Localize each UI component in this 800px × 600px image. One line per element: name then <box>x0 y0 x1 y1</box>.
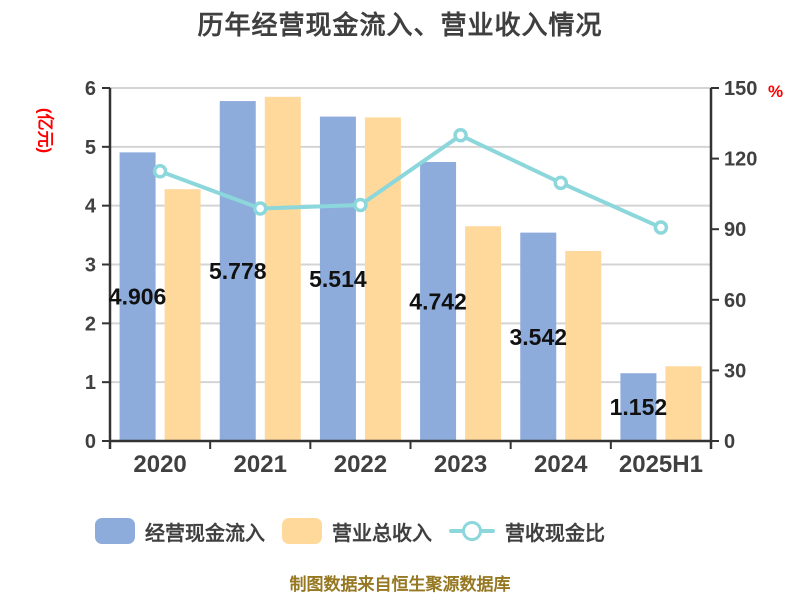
bar-value-label-2024: 3.542 <box>509 324 567 350</box>
bar-value-label-2023: 4.742 <box>409 289 467 315</box>
ratio-marker-2024 <box>553 175 568 191</box>
right-tick-label: 30 <box>724 360 746 382</box>
x-category-label-2021: 2021 <box>234 451 287 478</box>
legend-label: 营业总收入 <box>332 522 432 545</box>
ratio-marker-2022 <box>353 197 368 213</box>
left-tick-label: 2 <box>85 313 96 335</box>
legend-line-marker-icon <box>449 521 495 541</box>
bar-total-revenue-2025H1 <box>665 366 702 441</box>
legend-swatch-cash-icon <box>95 518 135 544</box>
bar-value-label-2025H1: 1.152 <box>610 394 668 420</box>
data-source-note: 制图数据来自恒生聚源数据库 <box>289 575 511 594</box>
right-tick-label: 60 <box>724 290 746 312</box>
left-tick-label: 4 <box>85 196 97 218</box>
legend-label: 营收现金比 <box>505 522 605 545</box>
right-tick-label: 0 <box>724 431 735 453</box>
chart-legend: 经营现金流入 营业总收入 营收现金比 <box>0 514 700 548</box>
legend-swatch-revenue-icon <box>282 518 322 544</box>
bar-operating-cash-2025H1 <box>620 373 657 441</box>
legend-label: 经营现金流入 <box>145 522 265 545</box>
ratio-marker-2021 <box>253 201 268 216</box>
bar-operating-cash-2024 <box>520 232 557 441</box>
bar-total-revenue-2020 <box>164 189 201 441</box>
right-tick-label: 90 <box>724 219 746 241</box>
legend-dot-icon <box>462 521 482 541</box>
legend-item-operating-cash-inflow[interactable]: 经营现金流入 <box>95 517 265 546</box>
bar-operating-cash-2021 <box>219 101 256 441</box>
x-category-label-2020: 2020 <box>133 451 186 478</box>
x-category-label-2025H1: 2025H1 <box>619 451 703 478</box>
bar-total-revenue-2022 <box>364 117 401 442</box>
bar-operating-cash-2022 <box>319 116 356 441</box>
right-axis-unit-label: % <box>768 82 784 101</box>
bar-operating-cash-2020 <box>119 152 156 442</box>
right-tick-label: 120 <box>724 149 757 171</box>
ratio-line <box>158 133 663 230</box>
bar-total-revenue-2021 <box>264 96 301 441</box>
x-category-label-2023: 2023 <box>434 451 487 478</box>
left-tick-label: 5 <box>85 137 96 159</box>
bar-total-revenue-2024 <box>565 250 602 441</box>
x-category-label-2022: 2022 <box>334 451 387 478</box>
right-tick-label: 150 <box>724 78 757 100</box>
left-tick-label: 6 <box>85 78 96 100</box>
bar-total-revenue-2023 <box>465 226 502 441</box>
left-tick-label: 0 <box>85 431 96 453</box>
ratio-marker-2025H1 <box>653 220 669 235</box>
x-category-label-2024: 2024 <box>534 451 588 478</box>
left-tick-label: 3 <box>85 255 96 277</box>
legend-item-total-revenue[interactable]: 营业总收入 <box>282 517 432 546</box>
bar-value-label-2020: 4.906 <box>109 284 167 310</box>
ratio-marker-2023 <box>453 128 468 143</box>
ratio-marker-2020 <box>152 164 168 179</box>
legend-item-cash-ratio[interactable]: 营收现金比 <box>449 517 605 546</box>
chart-title: 历年经营现金流入、营业收入情况 <box>197 10 603 40</box>
bar-value-label-2022: 5.514 <box>309 266 367 292</box>
bar-operating-cash-2023 <box>420 162 457 441</box>
bar-value-label-2021: 5.778 <box>209 258 267 284</box>
left-tick-label: 1 <box>85 372 96 394</box>
